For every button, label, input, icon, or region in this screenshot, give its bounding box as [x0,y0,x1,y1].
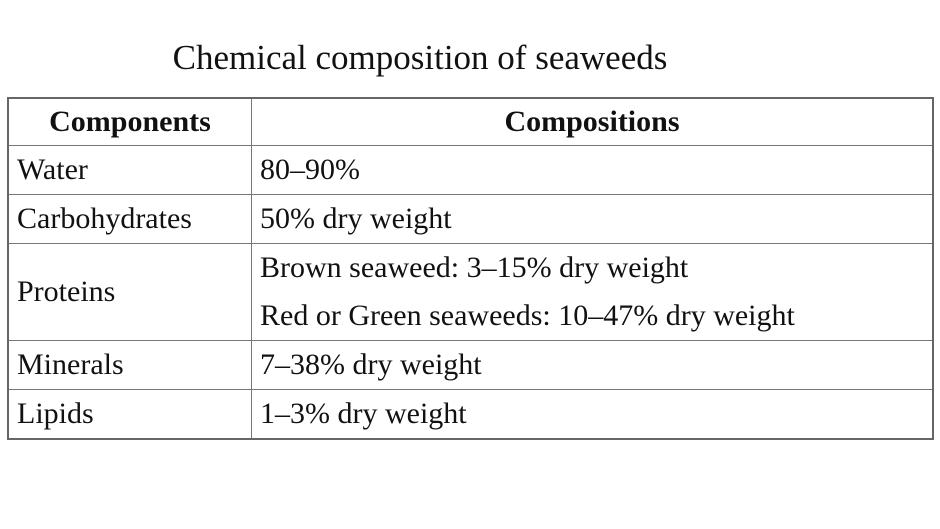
composition-table: Components Compositions Water 80–90% Carbo… [7,97,934,440]
composition-line: 50% dry weight [260,202,452,235]
composition-line: 80–90% [260,153,360,186]
header-cell: Compositions [251,97,934,146]
composition-cell: 50% dry weight [251,194,934,244]
table-title: Chemical composition of seaweeds [172,38,668,77]
table-row: Water 80–90% [7,145,934,195]
component-cell: Lipids [7,389,252,440]
header-cell: Components [7,97,252,146]
component-cell: Water [7,145,252,195]
table-row: Proteins Brown seaweed: 3–15% dry weight R… [7,243,934,341]
composition-cell: 80–90% [251,145,934,195]
header-row: Components Compositions [7,97,934,146]
table-body: Water 80–90% Carbohydrates 50% dry weight Pr… [7,145,934,440]
composition-line: Brown seaweed: 3–15% dry weight [260,251,689,284]
composition-cell: Brown seaweed: 3–15% dry weight Red or Gr… [251,243,934,341]
component-cell: Minerals [7,340,252,390]
composition-line: 1–3% dry weight [260,397,467,430]
composition-cell: 1–3% dry weight [251,389,934,440]
table-row: Carbohydrates 50% dry weight [7,194,934,244]
composition-cell: 7–38% dry weight [251,340,934,390]
component-cell: Carbohydrates [7,194,252,244]
component-cell: Proteins [7,243,252,341]
table-row: Minerals 7–38% dry weight [7,340,934,390]
composition-line: 7–38% dry weight [260,348,482,381]
table-row: Lipids 1–3% dry weight [7,389,934,440]
composition-line: Red or Green seaweeds: 10–47% dry weight [260,299,795,332]
